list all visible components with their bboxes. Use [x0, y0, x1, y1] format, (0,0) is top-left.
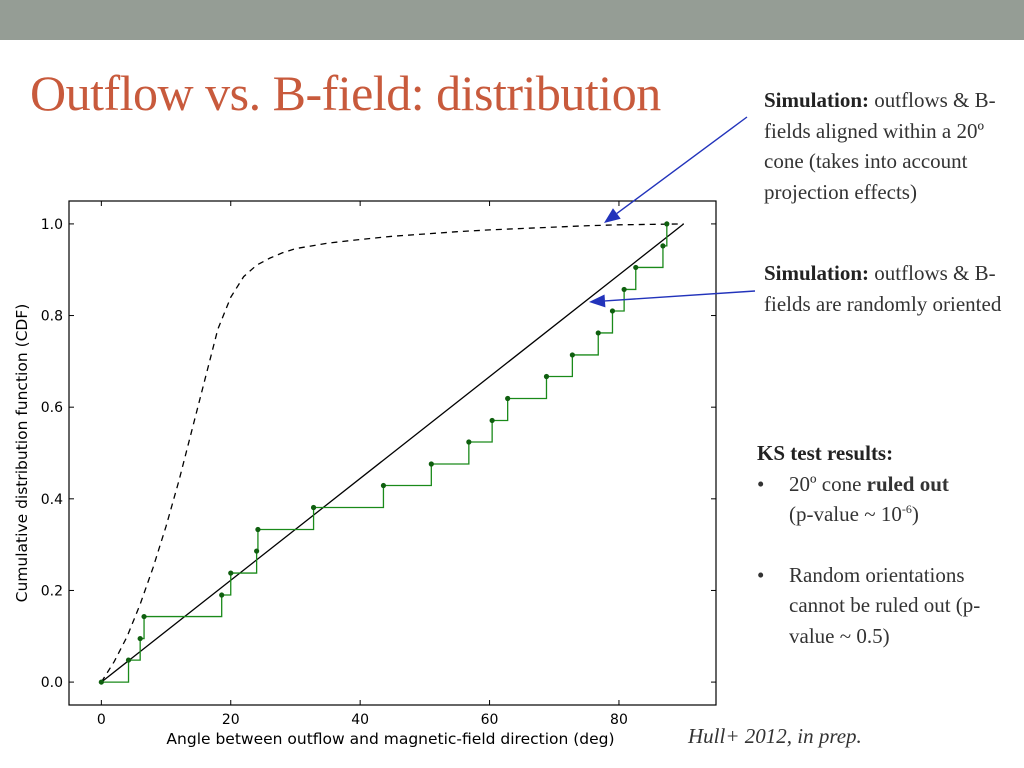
ks-item-cone-text: 20º cone — [789, 471, 867, 496]
arrow-to-random-line — [589, 290, 756, 308]
ks-item-cone-pvalue: (p-value ~ 10 — [789, 502, 902, 526]
annotation-text: outflows & B-fields are randomly oriente… — [764, 261, 1002, 316]
x-tick-label: 0 — [97, 712, 106, 728]
data-point — [489, 417, 495, 424]
bullet: • — [757, 562, 765, 587]
ks-item-cone-close: ) — [911, 502, 919, 526]
y-tick-label: 0.0 — [41, 675, 63, 691]
x-tick-label: 20 — [222, 712, 240, 728]
ks-item-random: • Random orientations cannot be ruled ou… — [757, 560, 1019, 652]
y-axis-label: Cumulative distribution function (CDF) — [13, 304, 31, 603]
data-point — [141, 613, 147, 620]
annotation-random-simulation: Simulation: outflows & B-fields are rand… — [764, 258, 1020, 319]
data-point — [219, 592, 225, 598]
y-tick-label: 1.0 — [41, 217, 63, 233]
ks-heading: KS test results: — [757, 441, 894, 465]
arrow-head — [589, 294, 606, 308]
y-tick-label: 0.8 — [41, 309, 63, 325]
data-point — [609, 308, 616, 314]
plot-frame — [68, 200, 717, 706]
data-point — [255, 526, 261, 533]
data-point — [254, 548, 260, 554]
data-point — [466, 439, 472, 445]
data-point — [125, 657, 132, 663]
y-tick-label: 0.2 — [41, 583, 63, 599]
data-point — [98, 679, 104, 685]
data-point — [595, 330, 601, 336]
data-point — [380, 482, 387, 489]
series-line-random-simulation — [100, 223, 685, 683]
annotation-cone-simulation: Simulation: outflows & B-fields aligned … — [764, 85, 1020, 207]
data-point — [569, 352, 575, 358]
citation: Hull+ 2012, in prep. — [688, 724, 862, 748]
y-tick-label: 0.6 — [41, 400, 63, 416]
annotation-text: outflows & B-fields aligned within a 20º… — [764, 88, 996, 204]
arrow-head — [604, 208, 621, 223]
x-axis-label: Angle between outflow and magnetic-field… — [166, 730, 614, 748]
data-point — [543, 373, 550, 380]
x-tick-label: 40 — [351, 712, 369, 728]
data-point — [660, 243, 666, 249]
data-point — [621, 286, 627, 293]
ks-item-random-text: Random orientations cannot be ruled out … — [789, 562, 981, 648]
annotation-heading: Simulation: — [764, 88, 870, 112]
data-point — [428, 461, 434, 467]
data-point — [137, 635, 143, 642]
y-tick-label: 0.4 — [41, 492, 63, 508]
series-line-cone-simulation — [100, 223, 684, 683]
bullet: • — [757, 471, 765, 496]
slide-title: Outflow vs. B-field: distribution — [30, 65, 661, 121]
data-point — [633, 264, 639, 271]
data-point — [310, 504, 317, 511]
x-tick-label: 60 — [481, 712, 499, 728]
annotation-heading: Simulation: — [764, 261, 870, 285]
ks-test-results: KS test results: • 20º cone ruled out (p… — [757, 438, 1019, 651]
arrow-shaft — [616, 116, 748, 215]
arrow-shaft — [604, 290, 756, 302]
top-accent-bar — [0, 0, 1024, 40]
data-point — [228, 570, 234, 576]
series-step-observed — [101, 223, 668, 683]
data-point — [505, 395, 511, 402]
x-tick-label: 80 — [610, 712, 628, 728]
ks-item-cone-verdict: ruled out — [866, 471, 949, 496]
arrow-to-cone-curve — [604, 116, 748, 223]
ks-item-cone-exponent: -6 — [901, 502, 912, 516]
data-point — [664, 221, 670, 227]
ks-item-cone: • 20º cone ruled out (p-value ~ 10-6) — [757, 469, 1019, 530]
